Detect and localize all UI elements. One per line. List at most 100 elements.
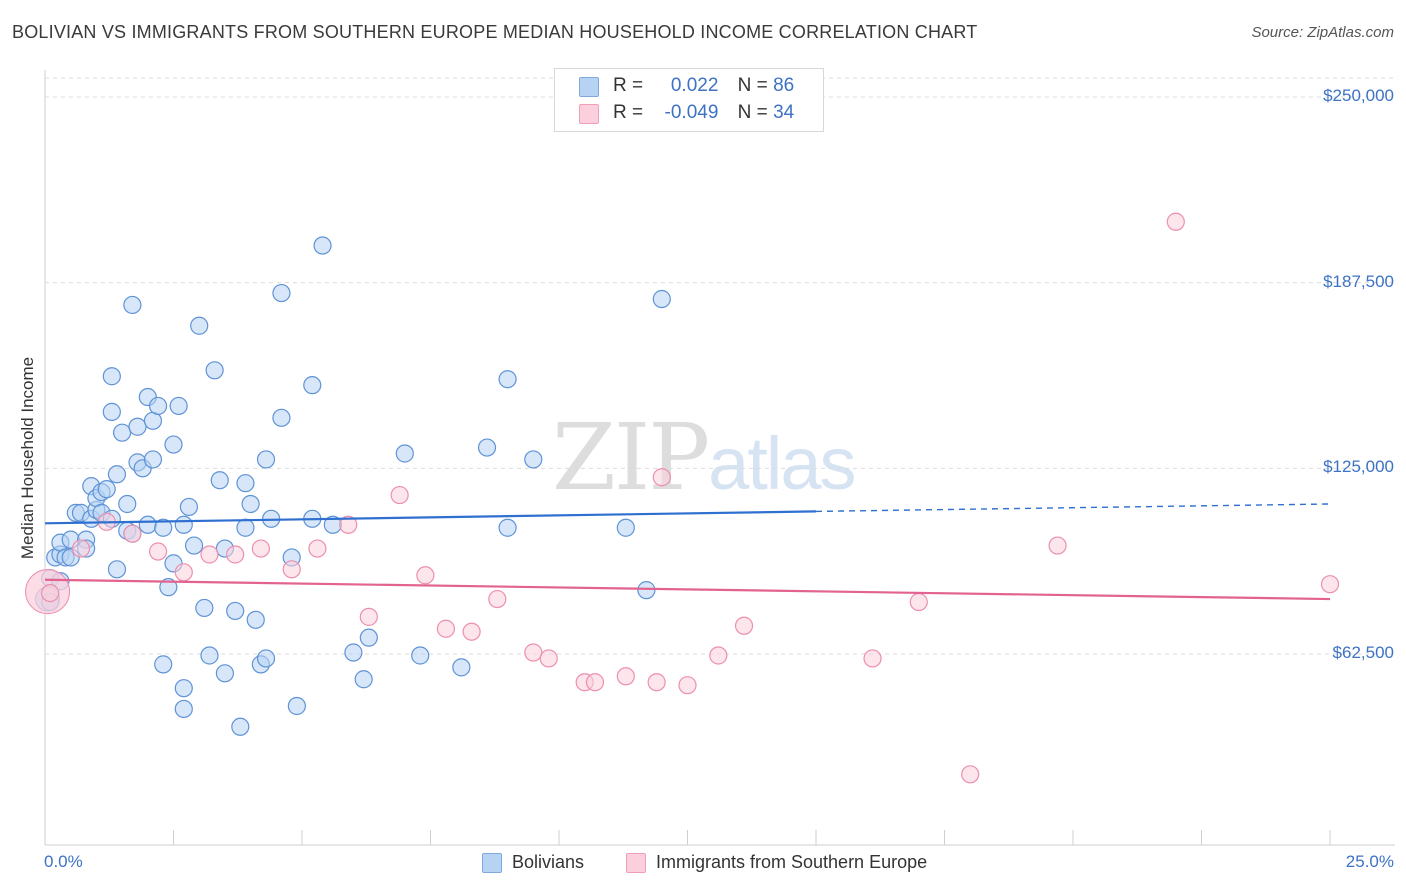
immigrants-point	[647, 673, 666, 692]
bolivians-point	[184, 536, 204, 555]
bolivians-point	[452, 658, 471, 677]
bolivians-point	[195, 598, 214, 618]
bolivians-point	[179, 497, 199, 517]
bolivians-point	[303, 376, 322, 395]
bolivians-point	[112, 423, 132, 442]
immigrants-point	[200, 545, 219, 564]
stats-row-bolivians: R = 0.022 N = 86	[613, 73, 794, 99]
bolivians-point	[498, 370, 517, 389]
immigrants-point	[524, 643, 543, 662]
bolivians-point	[97, 480, 116, 499]
bolivians-point	[154, 518, 173, 537]
legend-swatch-pink	[626, 853, 646, 873]
immigrants-point	[709, 646, 728, 665]
immigrants-point	[436, 619, 456, 638]
bolivians-point	[148, 396, 168, 416]
y-tick-label-250000: $250,000	[1323, 86, 1394, 105]
immigrants-point	[462, 622, 481, 641]
bolivians-point	[123, 295, 142, 315]
bolivians-point	[395, 444, 414, 463]
bolivians-trend-line	[44, 510, 817, 525]
bolivians-point	[143, 450, 163, 469]
bolivians-point	[102, 402, 121, 421]
r-label: R =	[613, 102, 644, 123]
legend-swatch-blue	[482, 853, 502, 873]
immigrants-point	[416, 566, 435, 585]
bolivians-point	[102, 367, 121, 386]
bolivians-point	[107, 560, 127, 579]
bolivians-point	[215, 664, 234, 683]
bolivians-point	[231, 717, 250, 736]
bolivians-point	[174, 699, 193, 719]
y-tick-label-187500: $187,500	[1323, 271, 1394, 291]
immigrants-point	[539, 649, 558, 668]
stats-swatch-blue	[579, 77, 599, 97]
watermark: ZIPatlas	[552, 404, 856, 511]
immigrants-point	[174, 563, 193, 582]
bolivians-point	[272, 408, 291, 427]
legend-label-immigrants: Immigrants from Southern Europe	[656, 852, 928, 872]
bolivians-point	[411, 646, 430, 665]
r-label: R =	[613, 75, 644, 96]
immigrants-point	[678, 676, 697, 695]
bolivians-point	[241, 494, 260, 514]
immigrants-point	[390, 485, 409, 505]
bolivians-point	[107, 465, 127, 484]
bolivians-point	[287, 696, 306, 716]
bolivians-point	[652, 289, 671, 309]
watermark-atlas: atlas	[708, 422, 856, 505]
immigrants-point	[359, 607, 378, 626]
bolivians-trend-extension	[815, 503, 1331, 513]
stats-row-immigrants: R = -0.049 N = 34	[613, 100, 794, 126]
y-tick-label-125000: $125,000	[1323, 457, 1394, 477]
bolivians-point	[236, 474, 255, 493]
bolivians-point	[159, 578, 178, 597]
r-value: 0.022	[670, 75, 719, 96]
bolivians-point	[164, 435, 183, 454]
immigrants-point	[339, 515, 358, 534]
axes	[44, 70, 1395, 846]
immigrants-point	[652, 468, 671, 487]
bolivians-point	[637, 581, 656, 600]
bolivians-point	[174, 515, 193, 534]
immigrants-point	[148, 542, 168, 561]
n-label: N =	[737, 75, 768, 96]
immigrants-point	[71, 539, 91, 558]
bolivians-point	[210, 471, 229, 490]
bolivians-point	[128, 417, 147, 436]
stats-box: R = 0.022 N = 86 R = -0.049 N = 34	[554, 68, 824, 132]
bolivians-point	[205, 361, 224, 380]
n-value: 34	[773, 102, 795, 123]
bolivians-point	[524, 450, 543, 469]
immigrants-point	[251, 539, 270, 558]
immigrants-point	[909, 592, 928, 612]
bolivians-point	[498, 518, 517, 537]
bolivians-point	[477, 438, 497, 457]
x-tick-label-min: 0.0%	[44, 852, 83, 871]
immigrants-point	[282, 560, 301, 579]
trend-lines	[44, 503, 1331, 601]
bolivians-point	[200, 646, 219, 665]
immigrants-point	[488, 589, 507, 609]
immigrants-point	[585, 673, 605, 692]
legend: Bolivians Immigrants from Southern Europ…	[0, 852, 1406, 876]
bolivians-point	[256, 649, 276, 668]
immigrants-points	[25, 212, 1340, 784]
stats-swatch-pink	[579, 104, 599, 124]
bolivians-point	[313, 236, 332, 255]
gridlines	[45, 77, 1395, 655]
bolivians-point	[174, 679, 193, 698]
bolivians-point	[138, 515, 157, 534]
bolivians-point	[256, 450, 276, 469]
immigrants-point	[123, 524, 142, 543]
bolivians-point	[190, 316, 209, 335]
immigrants-point	[308, 539, 327, 558]
immigrants-point	[41, 584, 60, 603]
bolivians-points	[35, 236, 671, 736]
bolivians-point	[344, 643, 363, 662]
bolivians-point	[359, 628, 378, 647]
x-tick-label-max: 25.0%	[1345, 852, 1394, 871]
bolivians-point	[272, 283, 291, 303]
immigrants-point	[616, 667, 635, 686]
